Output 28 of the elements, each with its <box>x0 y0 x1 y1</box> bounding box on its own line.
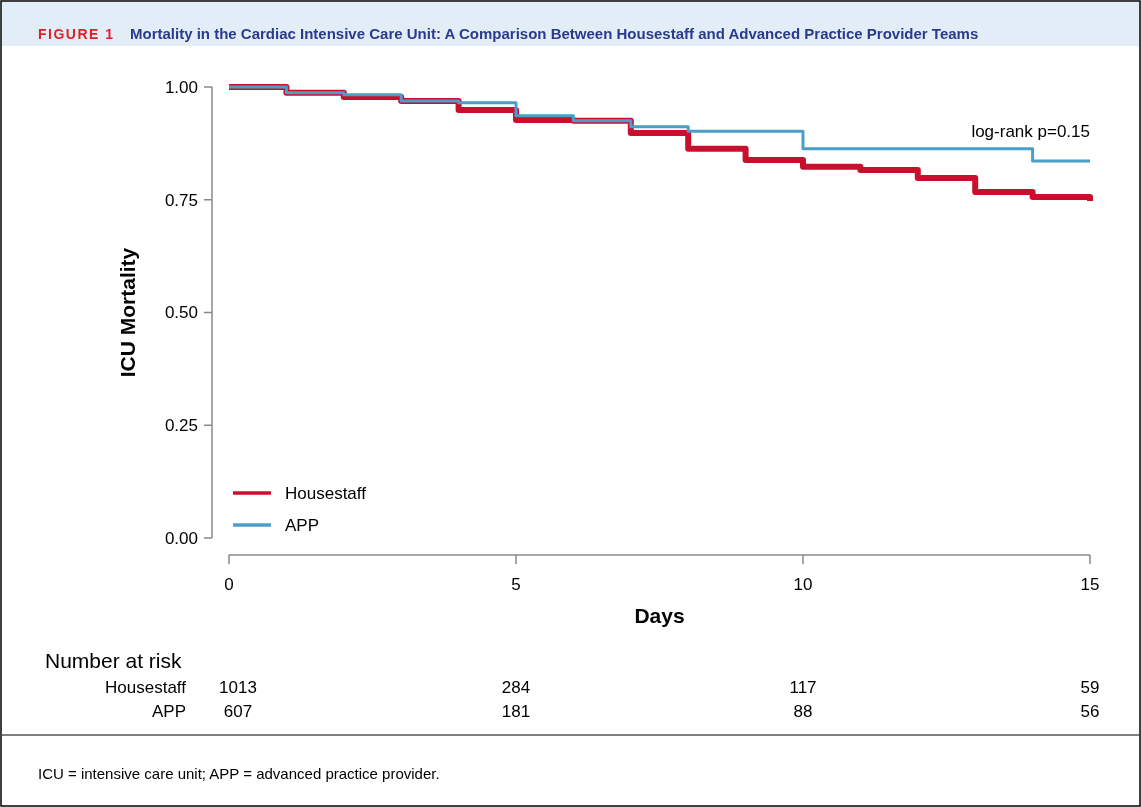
chart-title: Mortality in the Cardiac Intensive Care Unit: A Comparison Between Housestaff and Advanced Practice Provider Teams <box>130 25 979 42</box>
x-tick-label: 15 <box>1080 575 1100 594</box>
text: ICU = intensive care unit; APP = advanced practice provider. <box>38 765 440 782</box>
text: 117 <box>789 678 817 697</box>
y-tick-label: 0.75 <box>164 190 198 210</box>
text: 181 <box>501 702 531 721</box>
legend-label: APP <box>285 515 320 535</box>
x-tick-label: 0 <box>224 575 234 594</box>
text: Number at risk <box>45 649 183 672</box>
y-tick-label: 0.50 <box>164 303 198 323</box>
text: 284 <box>501 678 531 697</box>
y-tick-label: 1.00 <box>164 77 198 97</box>
y-tick-label: 0.00 <box>164 528 198 548</box>
y-axis-title: ICU Mortality <box>116 247 139 378</box>
x-tick-label: 10 <box>793 575 813 594</box>
x-axis-title: Days <box>634 604 685 627</box>
annotation: log-rank p=0.15 <box>971 122 1090 141</box>
y-tick-label: 0.25 <box>164 416 198 436</box>
text: 88 <box>793 702 813 721</box>
legend-label: Housestaff <box>285 483 367 503</box>
text: APP <box>151 702 186 721</box>
text: 56 <box>1080 702 1100 721</box>
text: 1013 <box>219 678 257 697</box>
text: 607 <box>223 702 253 721</box>
caption: FIGURE 1 <box>38 26 115 42</box>
text: 59 <box>1080 678 1100 697</box>
x-tick-label: 5 <box>511 575 521 594</box>
text: Housestaff <box>105 678 187 697</box>
